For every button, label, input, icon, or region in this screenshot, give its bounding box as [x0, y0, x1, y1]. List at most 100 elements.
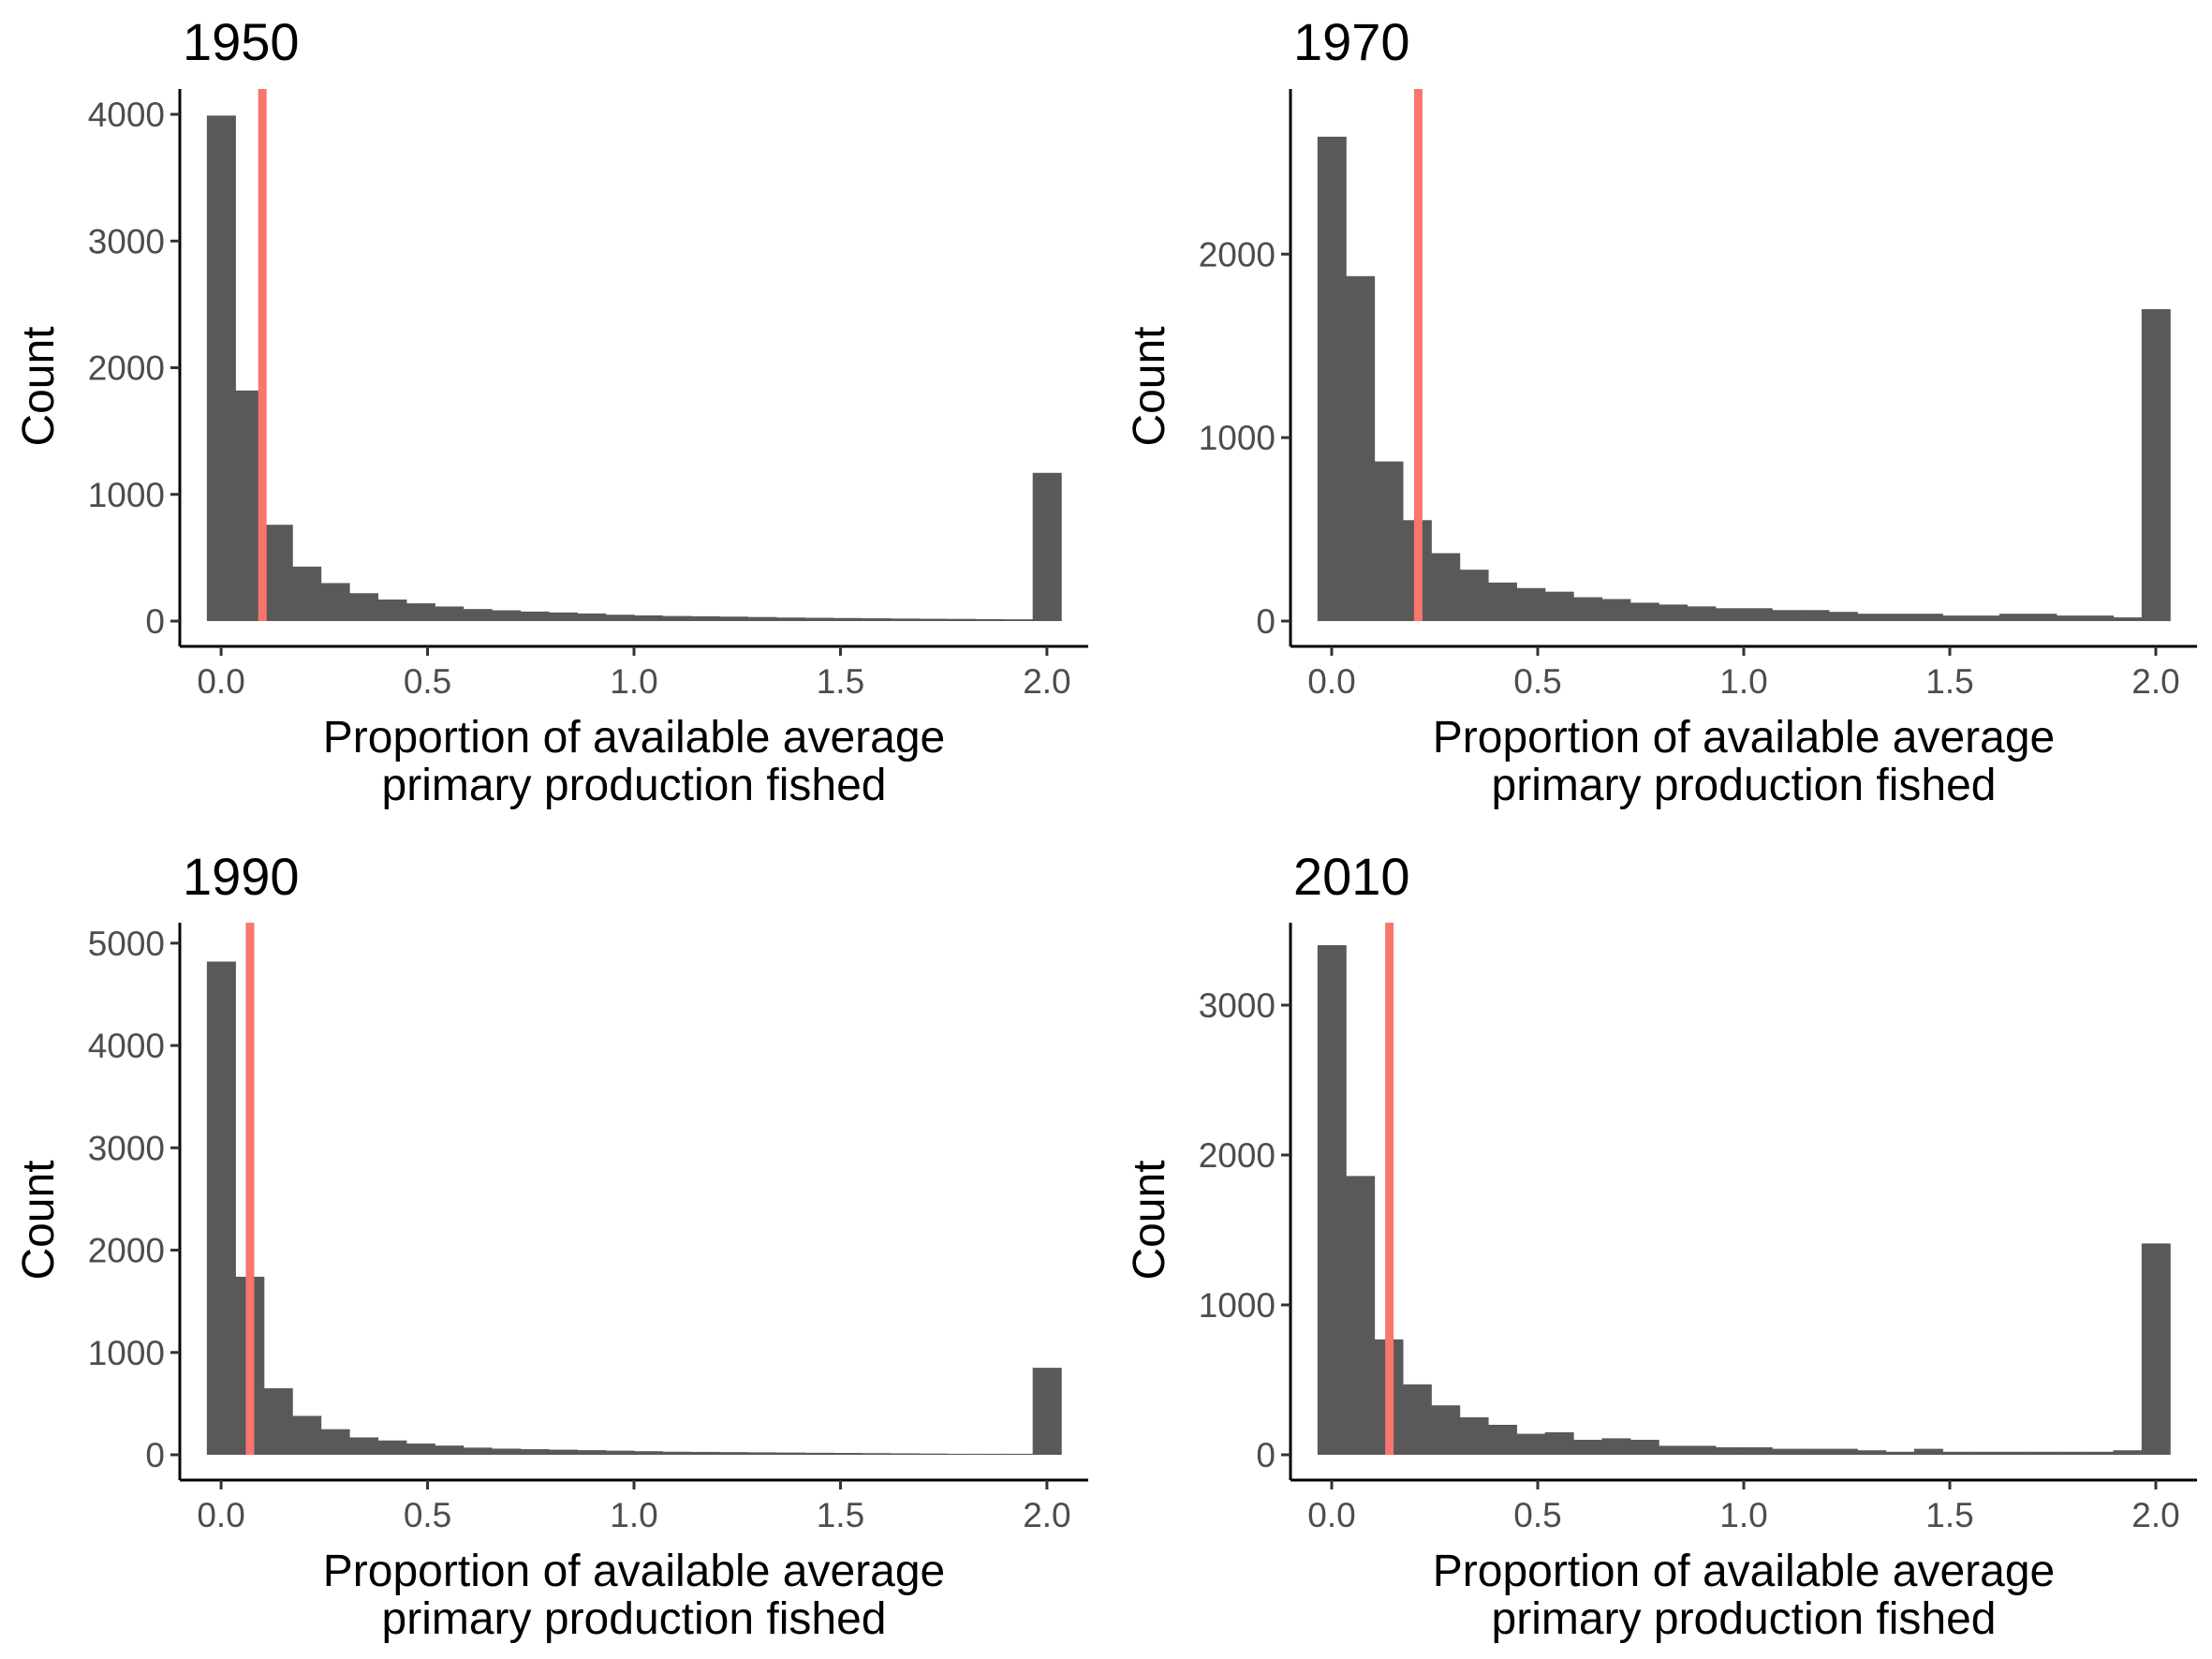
histogram-bar — [1914, 1449, 1943, 1455]
histogram-bar — [406, 603, 435, 621]
x-tick-label: 0.5 — [404, 1496, 451, 1534]
histogram-bar — [804, 1453, 833, 1455]
x-axis-title-line1: Proportion of available average — [323, 1547, 945, 1596]
histogram-bar — [207, 962, 236, 1455]
histogram-bar — [1772, 610, 1801, 621]
histogram-bar — [947, 619, 976, 621]
histogram-bar — [2142, 1243, 2171, 1455]
y-tick-label: 4000 — [88, 96, 165, 134]
histogram-bar — [1601, 599, 1630, 621]
histogram-bar — [435, 1445, 464, 1455]
y-tick-label: 2000 — [1199, 1136, 1276, 1175]
histogram-bar — [947, 1454, 976, 1455]
x-tick-label: 0.5 — [1513, 662, 1561, 701]
histogram-bar — [1659, 1445, 1688, 1455]
histogram-bar — [862, 618, 891, 621]
x-tick-label: 1.0 — [610, 662, 657, 701]
histogram-bar — [349, 1437, 378, 1455]
x-axis-title-line1: Proportion of available average — [1433, 1547, 2055, 1596]
histogram-bar — [264, 525, 293, 621]
histogram-bar — [691, 1452, 720, 1455]
y-tick-label: 2000 — [88, 1232, 165, 1270]
panel-title: 1970 — [1293, 12, 1410, 71]
histogram-bar — [1573, 1440, 1602, 1455]
histogram-bar — [1659, 604, 1688, 621]
x-tick-label: 1.5 — [1925, 1496, 1973, 1534]
panel-title: 1990 — [183, 847, 300, 906]
histogram-bar — [1460, 1417, 1489, 1455]
histogram-bar — [862, 1453, 891, 1455]
y-tick-label: 0 — [1256, 602, 1276, 641]
histogram-bar — [2028, 1452, 2057, 1455]
x-tick-label: 0.0 — [197, 1496, 244, 1534]
histogram-bar — [521, 1449, 550, 1455]
y-tick-label: 5000 — [88, 925, 165, 963]
histogram-bar — [1033, 1368, 1062, 1455]
histogram-bar — [919, 1454, 948, 1455]
histogram-bar — [1999, 614, 2028, 621]
histogram-bar — [606, 1451, 635, 1455]
histogram-bar — [1801, 610, 1830, 621]
histogram-bar — [1346, 276, 1375, 621]
histogram-bar — [919, 619, 948, 621]
histogram-bar — [719, 616, 748, 621]
histogram-bar — [776, 617, 805, 621]
x-tick-label: 0.5 — [404, 662, 451, 701]
histogram-bar — [1942, 1452, 1971, 1455]
histogram-bar — [577, 1450, 606, 1455]
histogram-bar — [1886, 1452, 1915, 1455]
histogram-bar — [577, 614, 606, 621]
x-tick-label: 1.5 — [817, 1496, 864, 1534]
histogram-bar — [747, 617, 776, 621]
histogram-bar — [1772, 1449, 1801, 1455]
histogram-bar — [1857, 1450, 1886, 1455]
histogram-bar — [776, 1453, 805, 1455]
y-axis-title: Count — [1125, 1160, 1174, 1280]
histogram-bar — [1516, 588, 1545, 621]
histogram-bar — [321, 583, 350, 621]
x-tick-label: 0.0 — [197, 662, 244, 701]
histogram-bar — [1716, 608, 1745, 621]
histogram-bar — [377, 600, 406, 621]
histogram-bar — [1801, 1449, 1830, 1455]
y-tick-label: 0 — [145, 1436, 165, 1474]
histogram-bar — [406, 1444, 435, 1455]
x-tick-label: 0.0 — [1307, 1496, 1355, 1534]
histogram-bar — [2085, 615, 2114, 621]
y-tick-label: 1000 — [1199, 419, 1276, 457]
histogram-bar — [1346, 1176, 1375, 1455]
histogram-bar — [719, 1452, 748, 1455]
histogram-bar — [891, 618, 920, 621]
histogram-bar — [264, 1388, 293, 1455]
histogram-bar — [634, 1451, 663, 1455]
y-tick-label: 3000 — [1199, 986, 1276, 1025]
x-axis-title-line2: primary production fished — [382, 761, 887, 810]
histogram-bar — [1573, 598, 1602, 621]
y-tick-label: 4000 — [88, 1027, 165, 1065]
histogram-bar — [1545, 1432, 1574, 1455]
histogram-bar — [1829, 1449, 1858, 1455]
histogram-bar — [1744, 608, 1773, 621]
histogram-bar — [2142, 309, 2171, 621]
histogram-bar — [521, 612, 550, 621]
histogram-bar — [377, 1441, 406, 1455]
histogram-bar — [1403, 1385, 1432, 1455]
y-tick-label: 2000 — [1199, 235, 1276, 274]
histogram-bar — [1630, 1440, 1659, 1455]
histogram-bar — [349, 593, 378, 621]
x-axis-title-line1: Proportion of available average — [1433, 713, 2055, 763]
histogram-bar — [2085, 1452, 2114, 1455]
histogram-bar — [1688, 1445, 1717, 1455]
histogram-bar — [207, 115, 236, 621]
x-tick-label: 1.5 — [1925, 662, 1973, 701]
y-axis-title: Count — [1125, 326, 1174, 446]
histogram-bar — [1431, 554, 1460, 621]
histogram-bar — [464, 609, 493, 621]
histogram-bar — [747, 1452, 776, 1455]
x-axis-title-line1: Proportion of available average — [323, 713, 945, 763]
histogram-bar — [691, 616, 720, 621]
histogram-bar — [1857, 614, 1886, 621]
histogram-bar — [833, 618, 863, 621]
x-tick-label: 1.5 — [817, 662, 864, 701]
